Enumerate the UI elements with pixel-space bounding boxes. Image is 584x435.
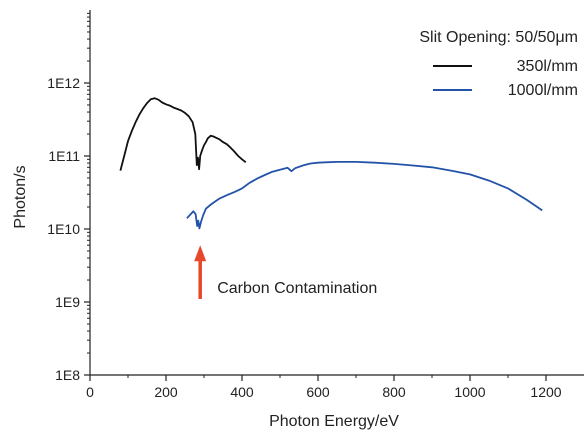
y-tick-label: 1E11 (48, 148, 80, 164)
x-tick-label: 400 (230, 384, 254, 400)
legend-label-2: 1000l/mm (508, 82, 578, 99)
y-tick-label: 1E10 (47, 221, 80, 237)
y-tick-label: 1E9 (55, 294, 80, 310)
legend-title: Slit Opening: 50/50μm (419, 29, 578, 46)
legend-label-1: 350l/mm (517, 58, 578, 75)
plot-frame-group (89, 10, 584, 376)
series-layer (119, 97, 543, 230)
x-tick-label: 1000 (454, 384, 485, 400)
y-ticks: 1E8 1E9 1E10 1E11 1E12 (47, 12, 90, 383)
x-tick-label: 1200 (530, 384, 561, 400)
annotation-label: Carbon Contamination (217, 280, 377, 297)
annotation-arrow-head (194, 245, 207, 262)
x-tick-label: 800 (382, 384, 406, 400)
y-tick-label: 1E12 (47, 75, 80, 91)
y-tick-label: 1E8 (55, 367, 80, 383)
y-axis-label: Photon/s (12, 165, 29, 228)
x-tick-label: 600 (306, 384, 330, 400)
x-axis-label: Photon Energy/eV (269, 413, 399, 430)
legend: Slit Opening: 50/50μm 350l/mm 1000l/mm (419, 29, 578, 99)
x-tick-label: 200 (154, 384, 178, 400)
annotation-layer: Carbon Contamination (194, 245, 377, 299)
series-line-2 (186, 160, 543, 230)
x-ticks: 0 200 400 600 800 1000 1200 (86, 375, 562, 400)
x-tick-label: 0 (86, 384, 94, 400)
series-line-1 (119, 97, 247, 171)
